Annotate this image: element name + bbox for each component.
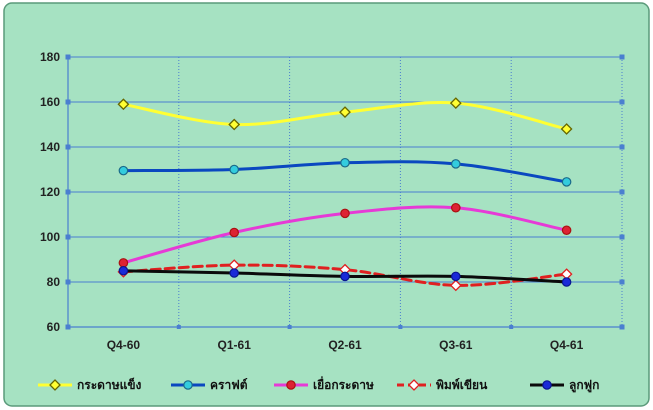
legend-label-2: คราฟต์ bbox=[210, 378, 248, 392]
legend-item-5: ลูกฟูก bbox=[530, 378, 599, 393]
series-3 bbox=[118, 202, 572, 268]
data-point-1-Q1-61 bbox=[228, 118, 241, 131]
legend-marker-4 bbox=[408, 379, 420, 391]
legend-label-5: ลูกฟูก bbox=[569, 378, 599, 393]
gridlines bbox=[65, 54, 625, 330]
data-point-3-Q1-61 bbox=[229, 227, 239, 238]
data-point-2-Q4-61 bbox=[561, 177, 572, 187]
series-line-4 bbox=[121, 263, 569, 287]
data-point-5-Q1-61 bbox=[229, 268, 239, 278]
x-tick-label-Q1-61: Q1-61 bbox=[218, 338, 252, 352]
y-tick-label-160: 160 bbox=[40, 95, 60, 109]
legend: กระดาษแข็ง คราฟต์ เยื่อกระดาษ พิมพ์เขียน ลูก… bbox=[38, 376, 599, 393]
y-tick-label-180: 180 bbox=[40, 50, 60, 64]
legend-label-1: กระดาษแข็ง bbox=[77, 377, 142, 392]
y-tick-label-80: 80 bbox=[47, 275, 61, 289]
legend-marker-1 bbox=[49, 379, 61, 391]
y-tick-label-60: 60 bbox=[47, 320, 61, 334]
x-tick-mark-0 bbox=[66, 325, 70, 329]
data-point-2-Q4-60 bbox=[118, 165, 129, 176]
data-point-5-Q3-61 bbox=[450, 271, 461, 282]
legend-marker-5 bbox=[542, 380, 552, 390]
y-tick-label-120: 120 bbox=[40, 185, 60, 199]
data-point-2-Q2-61 bbox=[340, 157, 350, 168]
series-5 bbox=[118, 265, 572, 287]
data-point-2-Q3-61 bbox=[450, 159, 461, 169]
legend-label-3: เยื่อกระดาษ bbox=[313, 376, 374, 392]
data-point-3-Q4-61 bbox=[561, 225, 572, 236]
y-tick-label-140: 140 bbox=[40, 140, 60, 154]
data-point-1-Q3-61 bbox=[449, 97, 462, 110]
series-lines bbox=[117, 97, 573, 292]
x-tick-mark-2 bbox=[287, 325, 292, 329]
x-tick-label-Q4-61: Q4-61 bbox=[550, 338, 584, 352]
x-axis-labels: Q4-60 Q1-61 Q2-61 Q3-61 Q4-61 bbox=[107, 338, 584, 352]
data-point-1-Q2-61 bbox=[339, 106, 351, 119]
series-1 bbox=[117, 97, 573, 135]
y-tick-label-100: 100 bbox=[40, 230, 60, 244]
data-point-5-Q4-61 bbox=[561, 277, 572, 287]
chart-background bbox=[3, 2, 650, 407]
legend-label-4: พิมพ์เขียน bbox=[436, 378, 488, 392]
legend-item-2: คราฟต์ bbox=[171, 378, 248, 392]
x-tick-mark-4 bbox=[509, 325, 514, 329]
data-point-3-Q4-60 bbox=[118, 258, 129, 268]
legend-marker-2 bbox=[183, 380, 193, 390]
data-point-3-Q2-61 bbox=[340, 208, 350, 219]
legend-item-1: กระดาษแข็ง bbox=[38, 377, 142, 392]
x-tick-label-Q3-61: Q3-61 bbox=[439, 338, 473, 352]
legend-item-4: พิมพ์เขียน bbox=[397, 378, 488, 392]
data-point-2-Q1-61 bbox=[229, 164, 239, 175]
data-point-1-Q4-61 bbox=[560, 123, 573, 135]
data-point-5-Q2-61 bbox=[340, 271, 350, 282]
x-tick-mark-5 bbox=[620, 325, 624, 329]
x-tick-label-Q2-61: Q2-61 bbox=[328, 338, 362, 352]
data-point-4-Q3-61 bbox=[449, 279, 462, 292]
x-tick-mark-3 bbox=[398, 325, 403, 329]
y-axis-labels: 60 80 100 120 140 160 180 bbox=[40, 50, 60, 334]
legend-item-3: เยื่อกระดาษ bbox=[274, 376, 374, 392]
series-2 bbox=[118, 157, 572, 187]
legend-marker-3 bbox=[286, 380, 296, 390]
x-tick-mark-1 bbox=[176, 325, 181, 329]
data-point-3-Q3-61 bbox=[450, 202, 461, 213]
data-point-5-Q4-60 bbox=[118, 265, 129, 276]
x-tick-label-Q4-60: Q4-60 bbox=[107, 338, 141, 352]
data-point-1-Q4-60 bbox=[117, 98, 130, 111]
